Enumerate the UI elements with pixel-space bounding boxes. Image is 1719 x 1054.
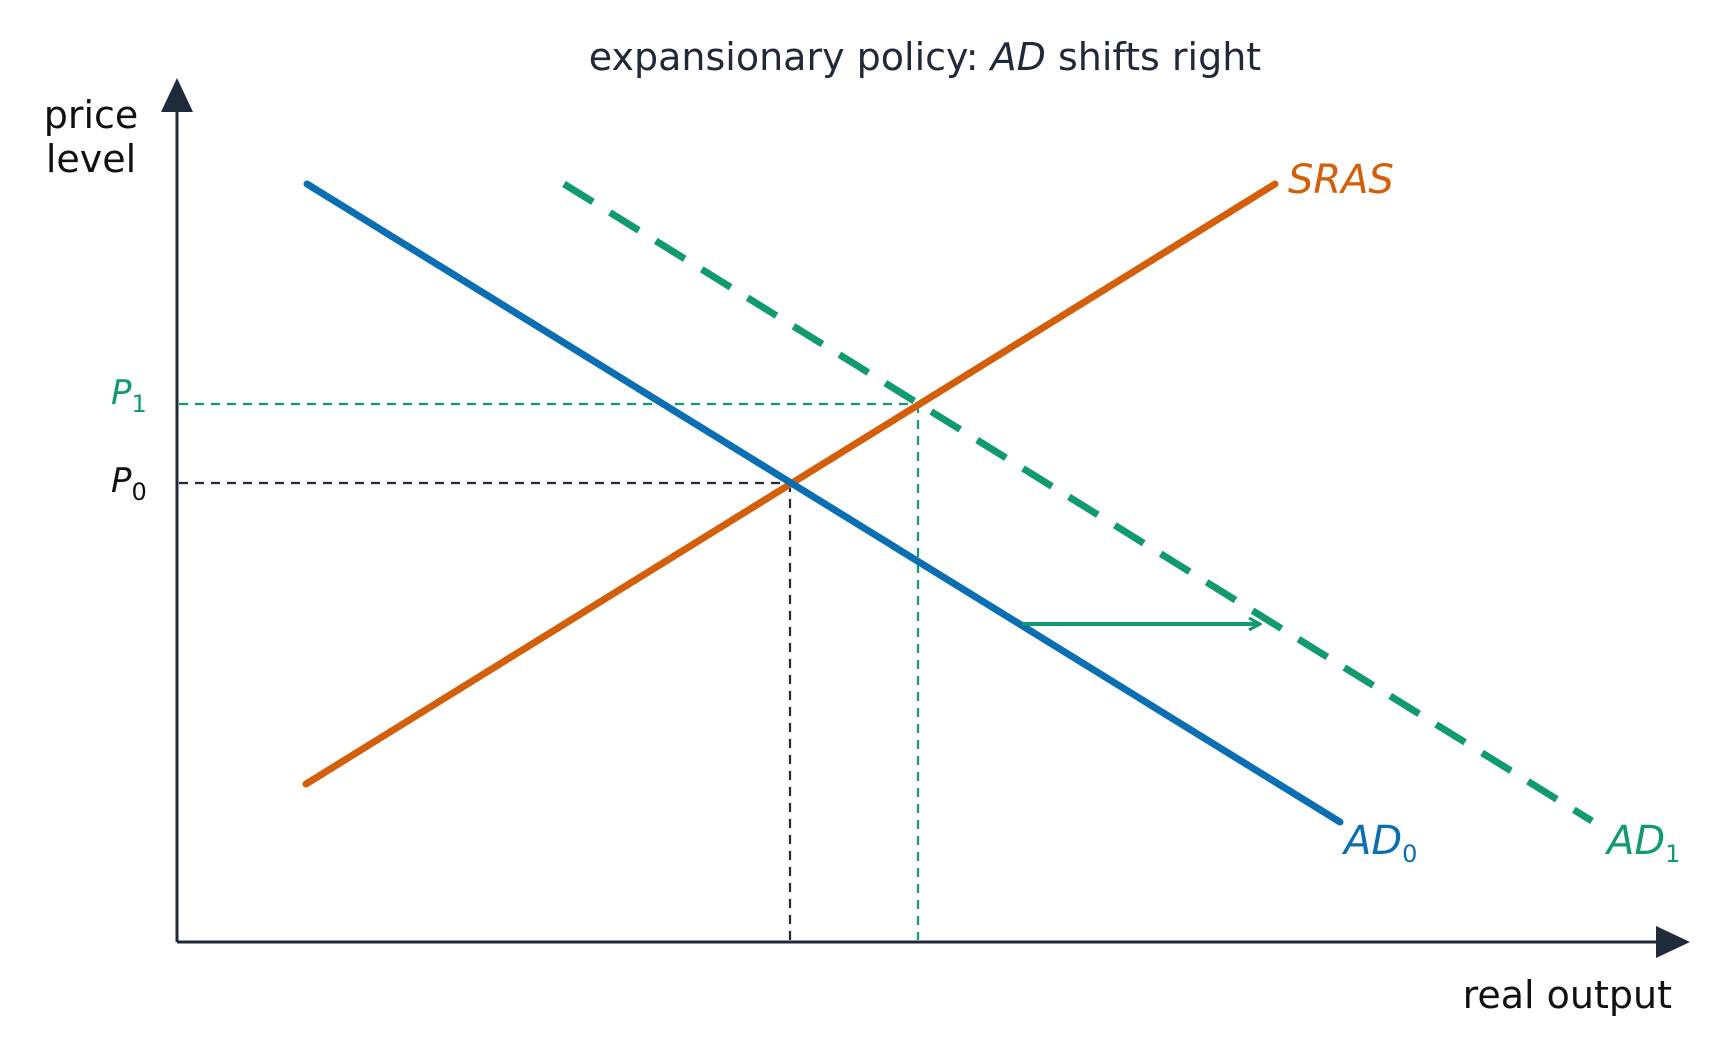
diagram-title: expansionary policy: AD shifts right (589, 35, 1261, 79)
ad1-curve (562, 181, 1594, 824)
y-axis-arrowhead (161, 78, 193, 112)
sras-label: SRAS (1288, 157, 1394, 203)
y-axis-label-line1: price (44, 93, 139, 137)
title-text-emphasis: AD (988, 35, 1046, 79)
ad1-label: AD1 (1604, 818, 1680, 868)
ad0-curve (303, 180, 1344, 826)
p0-label-main: P (111, 461, 132, 501)
y-axis-label-line2: level (46, 137, 136, 181)
p0-label: P0 (111, 461, 147, 506)
x-axis-arrowhead (1656, 926, 1690, 958)
title-text-after: shifts right (1046, 35, 1261, 79)
ad0-label-main: AD (1341, 818, 1402, 864)
p1-label-subscript: 1 (132, 390, 147, 418)
p1-label: P1 (111, 373, 147, 418)
x-axis-label: real output (1463, 973, 1672, 1017)
ad0-label: AD0 (1341, 818, 1417, 868)
ad1-label-subscript: 1 (1665, 840, 1680, 868)
ad0-label-subscript: 0 (1402, 840, 1417, 868)
p1-label-main: P (111, 373, 132, 413)
p0-label-subscript: 0 (132, 478, 147, 506)
ad1-label-main: AD (1604, 818, 1665, 864)
title-text-before: expansionary policy: (589, 35, 991, 79)
